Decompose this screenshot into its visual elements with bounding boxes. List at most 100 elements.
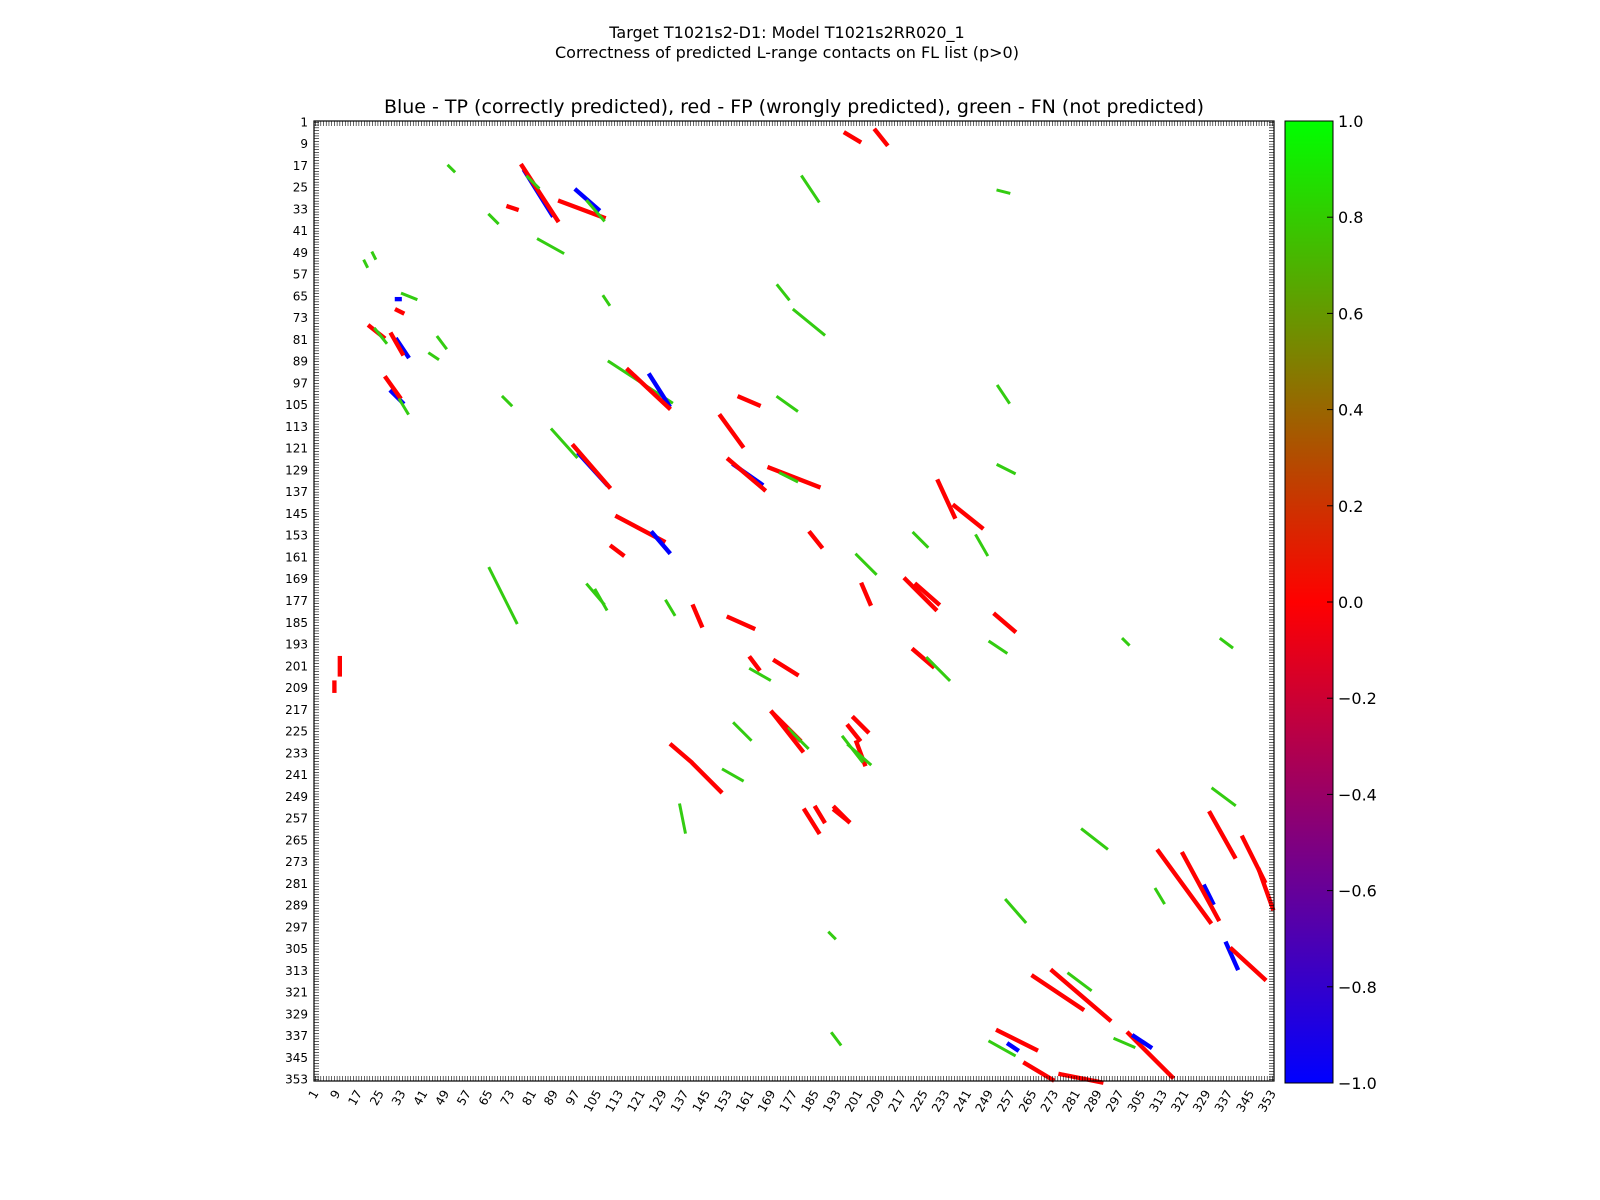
x-tick-label-17: 17 bbox=[345, 1088, 365, 1108]
contact-fn-47 bbox=[778, 471, 799, 484]
contact-tp-87 bbox=[1201, 883, 1216, 906]
contact-fn-68 bbox=[911, 530, 930, 549]
x-tick-label-41: 41 bbox=[411, 1088, 431, 1108]
x-axis-ticks: 1 9 17 25 33 41 49 57 65 73 81 89 971051131211291371… bbox=[306, 1088, 1279, 1115]
y-tick-label-153: 153 bbox=[285, 529, 308, 543]
contact-tp-104 bbox=[1130, 1033, 1154, 1051]
contact-fn-55 bbox=[748, 666, 772, 682]
contact-fn-115 bbox=[995, 463, 1017, 476]
x-tick-label-329: 329 bbox=[1190, 1088, 1214, 1115]
contact-fn-41 bbox=[664, 598, 677, 617]
y-axis-ticks: 1 9 17 25 33 41 49 57 65 73 81 89 97 105 113 121 129 137 1… bbox=[285, 115, 308, 1086]
contact-fn-114 bbox=[995, 384, 1011, 405]
contact-fp-65 bbox=[859, 581, 874, 607]
contact-fn-25 bbox=[585, 199, 606, 223]
contact-fp-7 bbox=[388, 331, 406, 357]
contact-fn-112 bbox=[829, 1031, 843, 1047]
contact-fn-50 bbox=[791, 307, 827, 337]
chart-title: Blue - TP (correctly predicted), red - F… bbox=[384, 96, 1204, 118]
contact-fp-33 bbox=[570, 442, 613, 490]
colorbar-tick-label: 0.0 bbox=[1338, 593, 1363, 612]
x-tick-label-81: 81 bbox=[519, 1088, 539, 1108]
contact-tp-36 bbox=[649, 529, 672, 556]
y-tick-label-161: 161 bbox=[285, 550, 308, 564]
contact-fp-14 bbox=[383, 374, 403, 401]
y-tick-label-217: 217 bbox=[285, 703, 308, 717]
x-tick-label-305: 305 bbox=[1125, 1088, 1149, 1115]
y-tick-label-225: 225 bbox=[285, 725, 308, 739]
figure-title-line1: Target T1021s2-D1: Model T1021s2RR020_1 bbox=[608, 23, 964, 43]
y-tick-label-257: 257 bbox=[285, 812, 308, 826]
y-tick-label-65: 65 bbox=[293, 289, 308, 303]
x-tick-label-89: 89 bbox=[541, 1088, 561, 1108]
figure-title-line2: Correctness of predicted L-range contact… bbox=[555, 43, 1019, 62]
x-tick-label-209: 209 bbox=[864, 1088, 888, 1115]
y-tick-label-345: 345 bbox=[285, 1051, 308, 1065]
y-tick-label-273: 273 bbox=[285, 855, 308, 869]
contact-fp-63 bbox=[850, 714, 871, 735]
contact-fn-82 bbox=[846, 743, 873, 767]
contact-fp-70 bbox=[951, 502, 985, 531]
contact-tp-6 bbox=[393, 336, 411, 360]
y-tick-label-177: 177 bbox=[285, 594, 308, 608]
contact-fn-48 bbox=[775, 394, 799, 413]
contact-fp-54 bbox=[747, 655, 762, 673]
contact-fn-15 bbox=[397, 397, 410, 416]
x-tick-label-153: 153 bbox=[711, 1088, 735, 1115]
contact-fn-26 bbox=[601, 294, 612, 307]
contact-fn-107 bbox=[1080, 827, 1109, 851]
contact-fn-78 bbox=[721, 767, 745, 783]
x-tick-label-289: 289 bbox=[1081, 1088, 1105, 1115]
contact-fp-84 bbox=[831, 804, 852, 825]
x-tick-label-113: 113 bbox=[603, 1088, 627, 1115]
contact-fn-111 bbox=[827, 930, 837, 941]
x-tick-label-25: 25 bbox=[367, 1088, 387, 1108]
contact-tp-29 bbox=[646, 372, 672, 409]
contact-fn-51 bbox=[775, 283, 791, 302]
y-tick-label-137: 137 bbox=[285, 485, 308, 499]
contact-map-marks bbox=[332, 127, 1276, 1085]
contact-fp-92 bbox=[1256, 867, 1276, 912]
contact-fn-109 bbox=[1218, 636, 1234, 650]
contact-fp-46 bbox=[766, 464, 822, 490]
y-tick-label-33: 33 bbox=[293, 202, 308, 216]
contact-fn-113 bbox=[996, 188, 1011, 195]
colorbar-tick-label: 0.8 bbox=[1338, 208, 1363, 227]
y-tick-label-329: 329 bbox=[285, 1007, 308, 1021]
x-tick-label-185: 185 bbox=[798, 1088, 822, 1115]
y-tick-label-233: 233 bbox=[285, 746, 308, 760]
y-tick-label-145: 145 bbox=[285, 507, 308, 521]
contact-fp-96 bbox=[1030, 973, 1086, 1012]
contact-fn-22 bbox=[536, 237, 565, 255]
contact-fn-21 bbox=[525, 174, 541, 190]
x-tick-label-217: 217 bbox=[885, 1088, 909, 1115]
x-tick-label-65: 65 bbox=[476, 1088, 496, 1108]
x-tick-label-241: 241 bbox=[951, 1088, 975, 1115]
colorbar-tick-label: 0.6 bbox=[1338, 304, 1363, 323]
y-tick-label-49: 49 bbox=[293, 246, 308, 260]
y-tick-label-193: 193 bbox=[285, 638, 308, 652]
contact-fn-71 bbox=[974, 533, 990, 557]
colorbar-tick-label: −0.2 bbox=[1338, 689, 1377, 708]
contact-fp-30 bbox=[625, 366, 672, 411]
plot-area bbox=[314, 121, 1274, 1081]
x-tick-label-161: 161 bbox=[733, 1088, 757, 1115]
x-tick-label-137: 137 bbox=[668, 1088, 692, 1115]
x-tick-label-33: 33 bbox=[389, 1088, 409, 1108]
colorbar bbox=[1284, 120, 1334, 1084]
y-tick-label-73: 73 bbox=[293, 311, 308, 325]
x-tick-label-97: 97 bbox=[563, 1088, 583, 1108]
contact-fp-18 bbox=[505, 203, 520, 213]
colorbar-tick-label: −0.4 bbox=[1338, 785, 1377, 804]
contact-fn-27 bbox=[500, 394, 514, 408]
contact-fn-39 bbox=[487, 566, 519, 625]
contact-fp-20 bbox=[519, 162, 561, 224]
contact-fn-64 bbox=[854, 552, 878, 576]
y-tick-label-281: 281 bbox=[285, 877, 308, 891]
y-tick-label-353: 353 bbox=[285, 1073, 308, 1087]
y-tick-label-289: 289 bbox=[285, 899, 308, 913]
contact-fn-11 bbox=[435, 335, 448, 351]
contact-fp-45 bbox=[725, 456, 768, 493]
contact-fp-59 bbox=[812, 804, 827, 825]
